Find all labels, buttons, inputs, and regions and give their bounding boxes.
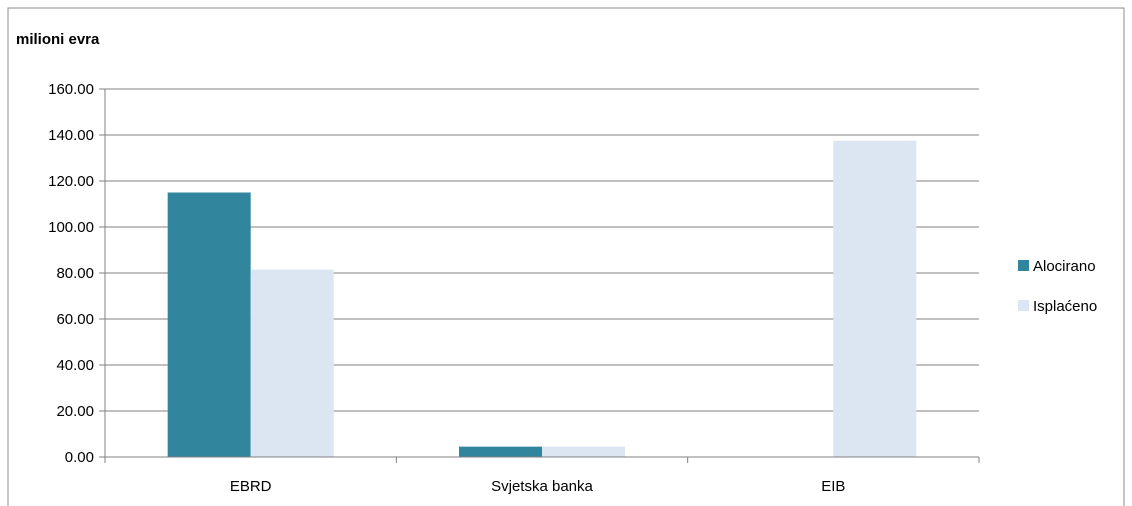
- bar-isplaćeno-2: [833, 140, 917, 457]
- legend-label-alocirano: Alocirano: [1033, 258, 1096, 275]
- axes: [99, 88, 980, 463]
- bar-isplaćeno-1: [542, 446, 625, 457]
- x-category-label: EBRD: [230, 478, 272, 495]
- y-tick-label: 0.00: [65, 449, 94, 466]
- x-category-label: Svjetska banka: [491, 478, 593, 495]
- chart-border: [7, 7, 1125, 506]
- legend-label-isplaćeno: Isplaćeno: [1033, 298, 1097, 315]
- y-tick-label: 100.00: [48, 219, 94, 236]
- bars: [167, 140, 917, 457]
- x-category-label: EIB: [821, 478, 845, 495]
- legend-swatch-alocirano: [1018, 260, 1029, 271]
- y-tick-labels: 0.00 20.00 40.00 60.00 80.00 100.00 120.00 140.…: [48, 81, 94, 466]
- legend-swatch-isplaćeno: [1018, 300, 1029, 311]
- legend: Alocirano Isplaćeno: [1018, 258, 1097, 315]
- bar-alocirano-1: [459, 446, 542, 457]
- bar-alocirano-0: [167, 192, 251, 457]
- y-tick-label: 20.00: [56, 403, 94, 420]
- bar-isplaćeno-0: [250, 269, 334, 457]
- y-axis-title: milioni evra: [16, 31, 100, 48]
- y-tick-label: 160.00: [48, 81, 94, 98]
- y-tick-label: 120.00: [48, 173, 94, 190]
- y-tick-label: 60.00: [56, 311, 94, 328]
- y-tick-label: 140.00: [48, 127, 94, 144]
- x-category-labels: EBRD Svjetska banka EIB: [230, 478, 846, 495]
- y-tick-label: 40.00: [56, 357, 94, 374]
- y-tick-label: 80.00: [56, 265, 94, 282]
